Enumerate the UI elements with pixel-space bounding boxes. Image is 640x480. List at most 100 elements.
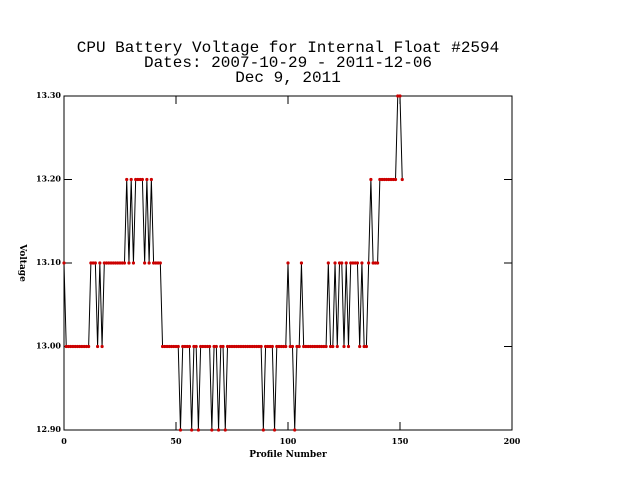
data-point — [346, 344, 351, 349]
data-point — [304, 344, 308, 349]
data-point — [250, 344, 254, 349]
data-point — [373, 261, 377, 265]
x-axis-label: Profile Number — [249, 450, 327, 460]
data-point — [243, 344, 248, 349]
chart-subtitle: Dates: 2007-10-29 - 2011-12-06 — [144, 54, 432, 72]
data-point — [118, 261, 122, 265]
data-point — [284, 344, 288, 349]
x-tick-label: 200 — [504, 436, 521, 446]
data-point — [221, 344, 225, 349]
data-point — [66, 344, 71, 349]
data-point — [384, 177, 389, 182]
data-point — [104, 261, 109, 265]
data-point — [266, 344, 270, 349]
data-point — [149, 177, 153, 182]
data-point — [326, 261, 330, 265]
data-point — [358, 344, 362, 349]
data-point — [264, 344, 268, 349]
data-point — [225, 344, 230, 349]
data-point — [187, 344, 192, 349]
data-point — [75, 344, 80, 349]
data-point — [337, 261, 342, 265]
data-point — [353, 261, 357, 265]
data-point — [185, 344, 189, 349]
data-point — [389, 177, 393, 182]
data-point — [272, 428, 277, 432]
data-point — [181, 344, 185, 349]
data-point — [154, 261, 158, 265]
data-point — [400, 177, 404, 182]
data-point — [369, 177, 373, 182]
data-point — [286, 261, 290, 265]
y-tick-label: 13.00 — [36, 341, 61, 351]
x-tick-label: 0 — [61, 436, 67, 446]
data-point — [277, 344, 281, 349]
data-point — [230, 344, 234, 349]
data-point — [340, 261, 344, 265]
x-tick-label: 50 — [170, 436, 182, 446]
data-point — [120, 261, 124, 265]
data-point — [208, 344, 212, 349]
data-point — [156, 261, 160, 265]
data-point — [212, 344, 216, 349]
data-point — [78, 344, 82, 349]
data-point — [398, 94, 402, 98]
data-point — [351, 261, 355, 265]
y-axis-label: Voltage — [17, 243, 27, 282]
data-point — [299, 261, 304, 265]
data-point — [335, 344, 339, 349]
data-point — [396, 94, 400, 98]
data-point — [232, 344, 236, 349]
data-point — [360, 261, 364, 265]
data-point — [145, 177, 149, 182]
y-tick-label: 13.30 — [36, 90, 61, 100]
data-point — [89, 261, 93, 265]
data-point — [239, 344, 243, 349]
data-point — [219, 344, 223, 349]
data-point — [328, 344, 333, 349]
data-point — [331, 344, 335, 349]
data-point — [302, 344, 306, 349]
data-point — [134, 177, 138, 182]
data-point — [290, 344, 295, 349]
data-point — [160, 344, 165, 349]
data-point — [69, 344, 73, 349]
data-point — [333, 261, 337, 265]
data-point — [308, 344, 312, 349]
data-point — [241, 344, 245, 349]
data-point — [234, 344, 239, 349]
data-point — [248, 344, 252, 349]
data-point — [259, 344, 263, 349]
data-point — [107, 261, 111, 265]
data-point — [378, 177, 382, 182]
data-point — [320, 344, 324, 349]
data-point — [279, 344, 283, 349]
data-point — [205, 344, 209, 349]
y-tick-label: 12.90 — [36, 424, 61, 434]
data-point — [257, 344, 261, 349]
data-point — [237, 344, 241, 349]
data-point — [178, 428, 183, 432]
data-point — [252, 344, 256, 349]
data-point — [293, 428, 297, 432]
data-point — [102, 261, 106, 265]
data-point — [190, 428, 194, 432]
data-point — [73, 344, 77, 349]
data-point — [71, 344, 75, 349]
data-point — [393, 177, 398, 182]
x-tick-label: 100 — [280, 436, 297, 446]
data-point — [163, 344, 167, 349]
data-point — [172, 344, 176, 349]
data-point — [136, 177, 140, 182]
data-point — [223, 428, 227, 432]
data-point — [322, 344, 326, 349]
data-point — [387, 177, 391, 182]
data-point — [80, 344, 84, 349]
data-point — [297, 344, 301, 349]
data-point — [275, 344, 279, 349]
data-point — [255, 344, 259, 349]
data-point — [382, 177, 386, 182]
data-point — [349, 261, 353, 265]
data-point — [140, 177, 144, 182]
